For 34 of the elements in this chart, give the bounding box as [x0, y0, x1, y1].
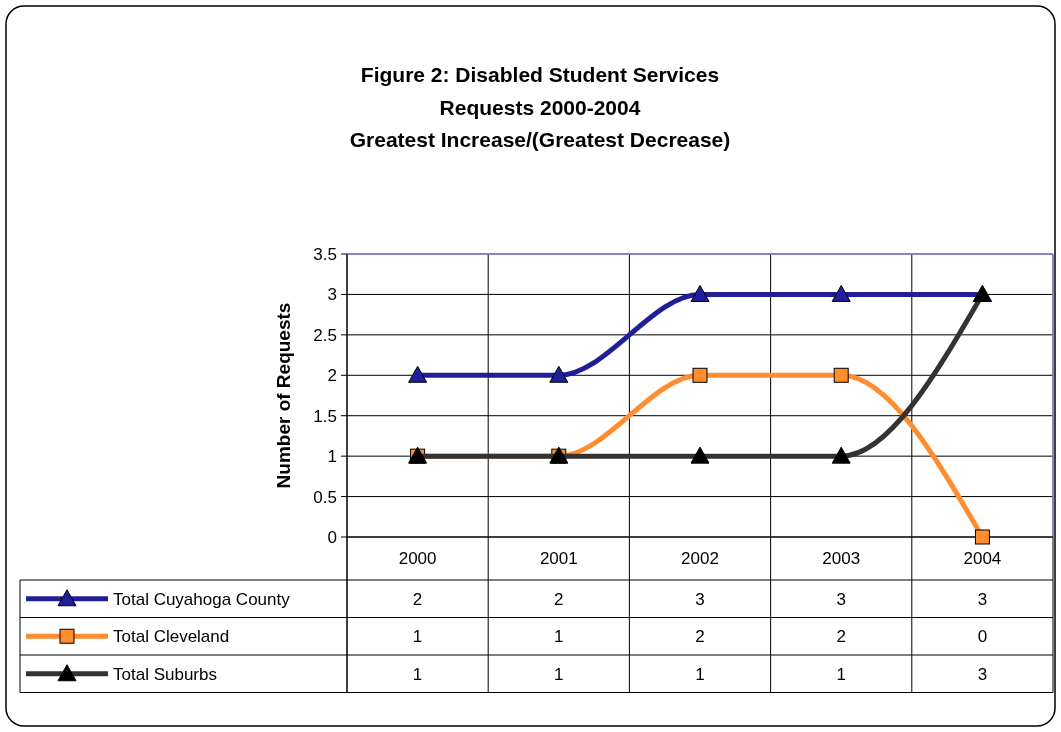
- y-tick-label: 0: [327, 527, 337, 547]
- y-axis-title: Number of Requests: [273, 302, 294, 489]
- legend-label: Total Cuyahoga County: [113, 589, 291, 609]
- data-label: 3: [977, 664, 988, 684]
- data-label: 1: [836, 664, 846, 684]
- data-label: 1: [554, 627, 564, 647]
- x-tick-label: 2003: [822, 549, 861, 569]
- y-tick-label: 2: [327, 366, 337, 386]
- y-tick-label: 1.5: [313, 406, 337, 426]
- chart-title: Figure 2: Disabled Student Services: [360, 63, 720, 86]
- data-label: 2: [695, 627, 705, 647]
- data-label: 1: [695, 664, 705, 684]
- y-tick-label: 2.5: [313, 325, 337, 345]
- data-label: 3: [977, 589, 988, 609]
- x-tick-label: 2004: [963, 549, 1002, 569]
- legend-label: Total Cleveland: [113, 627, 230, 647]
- data-label: 2: [412, 589, 423, 609]
- data-label: 2: [554, 589, 564, 609]
- chart-subtitle: Requests 2000-2004 Greatest Increase/(Greatest Decrease): [349, 96, 731, 151]
- data-label: 1: [554, 664, 564, 684]
- data-label: 2: [836, 627, 846, 647]
- data-label: 0: [977, 627, 988, 647]
- legend-label: Total Suburbs: [113, 664, 217, 684]
- x-tick-label: 2000: [398, 549, 437, 569]
- x-tick-label: 2002: [681, 549, 719, 569]
- y-tick-label: 3.5: [313, 244, 337, 264]
- y-tick-label: 3: [327, 285, 337, 305]
- y-tick-label: 1: [327, 447, 337, 467]
- data-label: 3: [695, 589, 705, 609]
- x-tick-label: 2001: [539, 549, 578, 569]
- data-label: 1: [412, 664, 423, 684]
- data-label: 3: [836, 589, 846, 609]
- y-tick-label: 0.5: [313, 487, 337, 507]
- data-label: 1: [412, 627, 423, 647]
